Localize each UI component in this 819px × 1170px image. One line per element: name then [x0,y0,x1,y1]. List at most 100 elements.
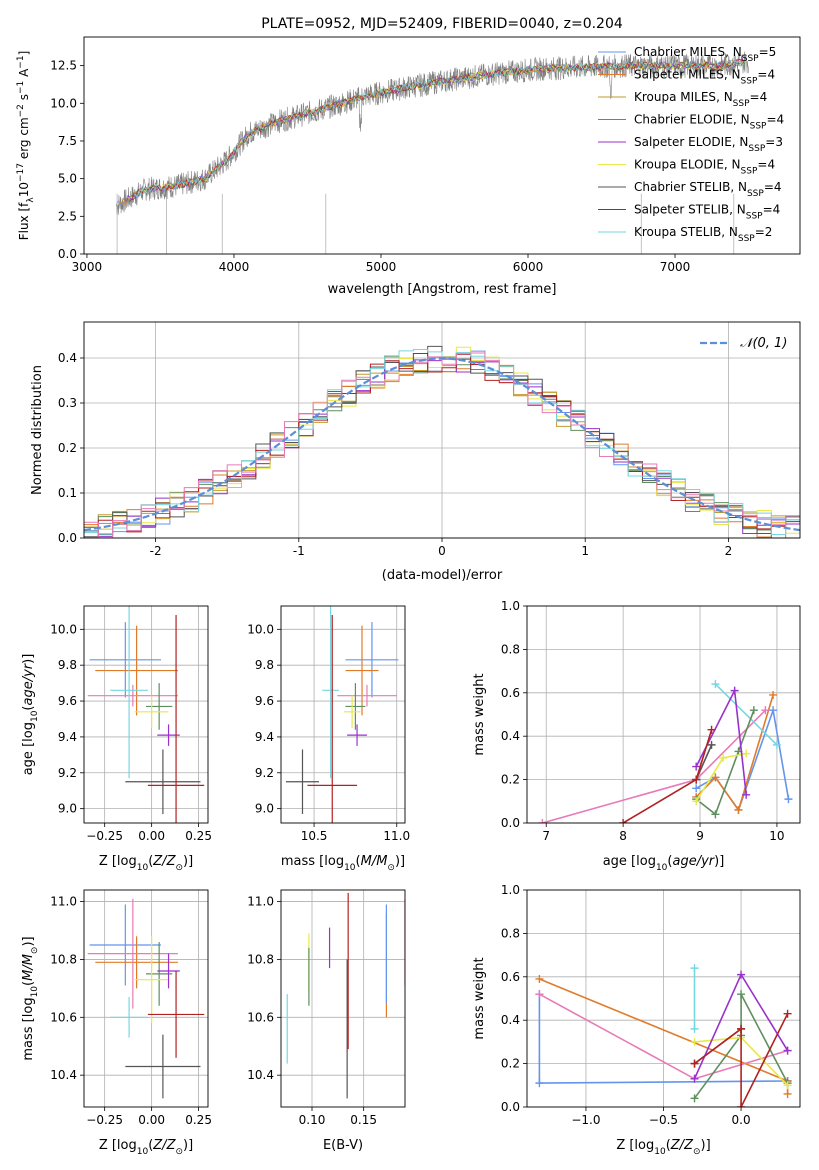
histogram-series [84,352,800,538]
y-tick-label: 5.0 [58,172,77,186]
x-tick-label: 0.10 [299,1113,326,1127]
x-tick-label: 6000 [513,260,544,274]
axes-frame [83,36,801,255]
weight-marker [711,773,720,782]
weight-series [542,709,766,823]
weight-marker [619,819,628,823]
error-bars [87,606,205,823]
y-tick-label: 9.6 [58,694,77,708]
weight-marker [692,775,701,784]
y-axis-label: mass weight [472,673,487,755]
weight-marker [737,970,746,979]
axes-frame [83,889,209,1108]
x-axis-label: Z [log10(Z/Z⊙)] [99,1138,193,1157]
weight-marker [783,1081,792,1090]
y-tick-label: 0.0 [501,816,520,830]
axes-frame [280,605,406,824]
weight-marker [769,690,778,699]
weight-marker [711,810,720,819]
x-tick-label: 3000 [72,260,103,274]
y-tick-label: 0.8 [501,642,520,656]
x-tick-label: 9 [696,829,704,843]
x-tick-label: 7 [542,829,550,843]
weight-marker [692,784,701,793]
y-tick-label: 0.0 [58,531,77,545]
weight-marker [690,1074,699,1083]
weight-marker [707,740,716,749]
y-axis-label: age [log10(age/yr)] [21,654,40,776]
y-tick-label: 10.8 [50,952,77,966]
chart-mass-vs-EBV: 0.10 0.15 10.4 10.6 10.8 11.0 E(B-V) [247,889,406,1153]
error-bars [285,606,399,823]
y-tick-label: 0.0 [501,1100,520,1114]
axes-frame [83,605,209,824]
histogram-series [84,348,800,536]
x-tick-label: 0 [438,544,446,558]
y-tick-label: 2.5 [58,209,77,223]
y-tick-label: 9.6 [255,694,274,708]
legend-item: Chabrier MILES, NSSP=5 [634,45,776,64]
x-tick-label: 8 [619,829,627,843]
weight-marker [690,1059,699,1068]
y-tick-label: 0.6 [501,686,520,700]
x-tick-label: 0.00 [138,829,165,843]
y-tick-label: 0.8 [501,926,520,940]
weight-marker [535,990,544,999]
histogram-series [84,352,800,538]
gaussian-curve [84,357,800,532]
legend-item: Kroupa STELIB, NSSP=2 [634,225,772,244]
legend-item: Kroupa MILES, NSSP=4 [634,90,767,109]
y-tick-label: 9.8 [58,658,77,672]
legend: Chabrier MILES, NSSP=5 Salpeter MILES, NS… [598,45,784,244]
x-tick-label: −1.0 [571,1113,600,1127]
weight-marker [719,753,728,762]
y-tick-label: 10.0 [50,96,77,110]
x-axis-label: Z [log10(Z/Z⊙)] [616,1138,710,1157]
legend-item: Salpeter ELODIE, NSSP=3 [634,135,783,154]
y-tick-label: 1.0 [501,599,520,613]
y-tick-label: 9.2 [255,766,274,780]
y-tick-label: 0.0 [58,247,77,261]
chart-weight-vs-Z: −1.0 −0.5 0.0 0.0 0.2 0.4 0.6 0.8 1.0 mass weight… [472,883,801,1157]
y-axis-label: mass [log10(M/M⊙)] [21,936,40,1060]
x-tick-label: 0.25 [185,829,212,843]
x-tick-label: 0.00 [138,1113,165,1127]
weight-lines [535,964,792,1107]
spectrum-lines [116,51,749,254]
y-tick-label: 10.0 [247,622,274,636]
weight-marker [535,1079,544,1088]
chart-mass-vs-Z: −0.25 0.00 0.25 10.4 10.6 10.8 11.0 Z [log10(Z/… [21,889,212,1157]
legend-item: Kroupa ELODIE, NSSP=4 [634,158,775,177]
y-axis-label: Normed distribution [30,365,45,495]
weight-marker [742,790,751,799]
weight-marker [535,974,544,983]
y-tick-label: 10.8 [247,952,274,966]
x-axis-label: E(B-V) [323,1138,363,1153]
chart-age-vs-Z: −0.25 0.00 0.25 9.0 9.2 9.4 9.6 9.8 10.0 Z [log10… [21,605,212,873]
weight-marker [737,1103,746,1107]
chart-residuals: -2 -1 0 1 2 0.0 0.1 0.2 0.3 0.4 (data-model)/error… [30,321,801,583]
x-axis-label: mass [log10(M/M⊙)] [281,854,405,873]
weight-series [694,1013,789,1107]
y-axis-label: Flux [fλ10−17 erg cm−2 s−1 A−1] [16,51,36,241]
chart-age-vs-mass: 10.5 11.0 9.0 9.2 9.4 9.6 9.8 10.0 mass [log10(M… [247,605,410,873]
x-axis-label: wavelength [Angstrom, rest frame] [328,282,557,297]
error-bars [286,892,405,1099]
y-tick-label: 9.4 [58,730,77,744]
weight-series [695,709,755,816]
y-tick-label: 0.2 [501,1057,520,1071]
y-tick-label: 0.2 [501,773,520,787]
weight-marker [783,1009,792,1018]
chart-title: PLATE=0952, MJD=52409, FIBERID=0040, z=0… [261,16,623,32]
y-tick-label: 7.5 [58,134,77,148]
x-tick-label: -1 [293,544,305,558]
weight-marker [538,819,547,823]
x-tick-label: 0.0 [732,1113,751,1127]
y-tick-label: 12.5 [50,59,77,73]
weight-series [714,683,778,746]
weight-marker [690,1037,699,1046]
axes-frame [280,889,406,1108]
y-tick-label: 9.0 [255,802,274,816]
weight-marker [783,1046,792,1055]
